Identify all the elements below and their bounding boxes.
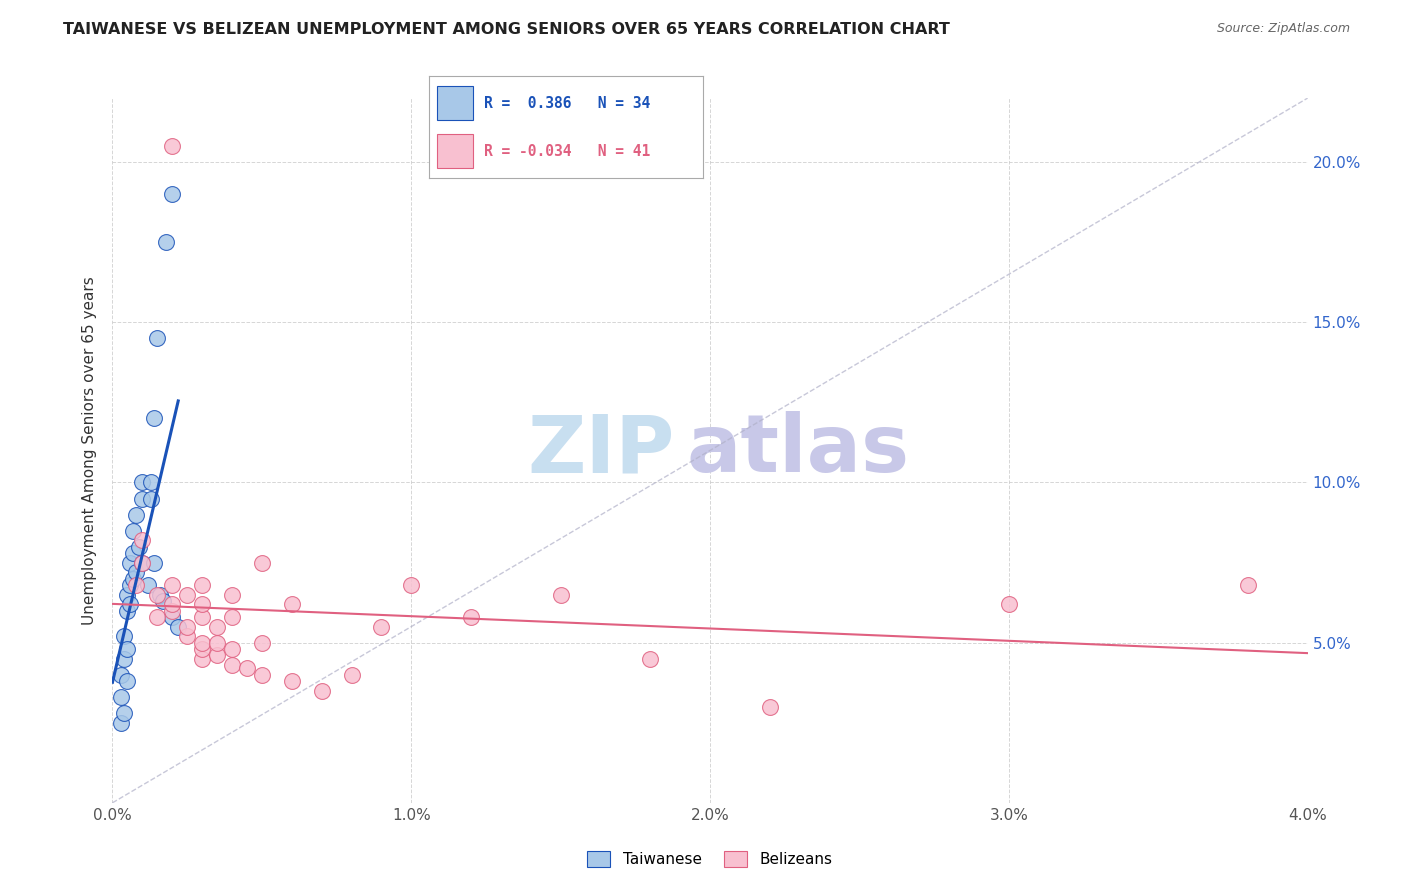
Point xyxy=(131,556,153,570)
Point xyxy=(143,411,166,425)
Point xyxy=(122,572,145,586)
Point xyxy=(370,619,392,633)
Point xyxy=(162,610,183,624)
Point xyxy=(162,578,183,592)
Point xyxy=(120,578,142,592)
Point xyxy=(122,546,145,560)
Point xyxy=(128,540,150,554)
Point xyxy=(117,674,139,689)
Point xyxy=(205,648,228,663)
Point xyxy=(155,235,177,250)
Text: atlas: atlas xyxy=(686,411,910,490)
Text: TAIWANESE VS BELIZEAN UNEMPLOYMENT AMONG SENIORS OVER 65 YEARS CORRELATION CHART: TAIWANESE VS BELIZEAN UNEMPLOYMENT AMONG… xyxy=(63,22,950,37)
Point xyxy=(167,619,190,633)
Point xyxy=(131,491,153,506)
Point xyxy=(191,578,214,592)
Point xyxy=(998,597,1021,611)
Point xyxy=(162,187,183,202)
Text: ZIP: ZIP xyxy=(527,411,675,490)
Legend: Taiwanese, Belizeans: Taiwanese, Belizeans xyxy=(581,845,839,873)
Point xyxy=(460,610,482,624)
Point xyxy=(117,604,139,618)
Point xyxy=(205,635,228,649)
Point xyxy=(117,642,139,657)
Point xyxy=(191,597,214,611)
Point xyxy=(141,475,163,490)
Point xyxy=(125,565,148,579)
Point xyxy=(146,588,169,602)
Point xyxy=(117,588,139,602)
Point xyxy=(162,597,183,611)
Point xyxy=(176,629,198,643)
Point xyxy=(221,588,243,602)
Point xyxy=(205,619,228,633)
Point xyxy=(131,533,153,548)
Point xyxy=(125,508,148,522)
Point xyxy=(250,556,273,570)
Point xyxy=(110,690,132,705)
Point xyxy=(311,683,333,698)
Point xyxy=(114,706,135,720)
Point xyxy=(110,667,132,681)
Point xyxy=(120,597,142,611)
Point xyxy=(131,475,153,490)
Bar xyxy=(437,87,472,120)
Point xyxy=(759,699,782,714)
Point xyxy=(191,635,214,649)
Point xyxy=(149,588,172,602)
Point xyxy=(401,578,423,592)
Point xyxy=(141,491,163,506)
Point xyxy=(131,556,153,570)
Point xyxy=(550,588,572,602)
Point xyxy=(114,651,135,665)
Point xyxy=(191,651,214,665)
Point xyxy=(114,629,135,643)
Y-axis label: Unemployment Among Seniors over 65 years: Unemployment Among Seniors over 65 years xyxy=(82,277,97,624)
Point xyxy=(191,610,214,624)
Point xyxy=(176,588,198,602)
Point xyxy=(138,578,160,592)
Point xyxy=(281,597,304,611)
Point xyxy=(162,604,183,618)
Point xyxy=(122,524,145,538)
Point xyxy=(162,139,183,153)
Point xyxy=(236,661,259,675)
Text: R = -0.034   N = 41: R = -0.034 N = 41 xyxy=(484,144,650,159)
Point xyxy=(191,642,214,657)
Point xyxy=(281,674,304,689)
Point xyxy=(221,658,243,673)
Text: Source: ZipAtlas.com: Source: ZipAtlas.com xyxy=(1216,22,1350,36)
Bar xyxy=(437,135,472,168)
Point xyxy=(120,556,142,570)
Point xyxy=(110,715,132,730)
Point xyxy=(221,642,243,657)
Point xyxy=(1237,578,1260,592)
Point xyxy=(176,619,198,633)
Point xyxy=(152,594,174,608)
Point xyxy=(125,578,148,592)
Point xyxy=(146,610,169,624)
Point xyxy=(250,635,273,649)
Point xyxy=(221,610,243,624)
Point xyxy=(143,556,166,570)
Point xyxy=(340,667,363,681)
Point xyxy=(640,651,662,665)
Point xyxy=(146,331,169,345)
Text: R =  0.386   N = 34: R = 0.386 N = 34 xyxy=(484,96,650,111)
Point xyxy=(250,667,273,681)
